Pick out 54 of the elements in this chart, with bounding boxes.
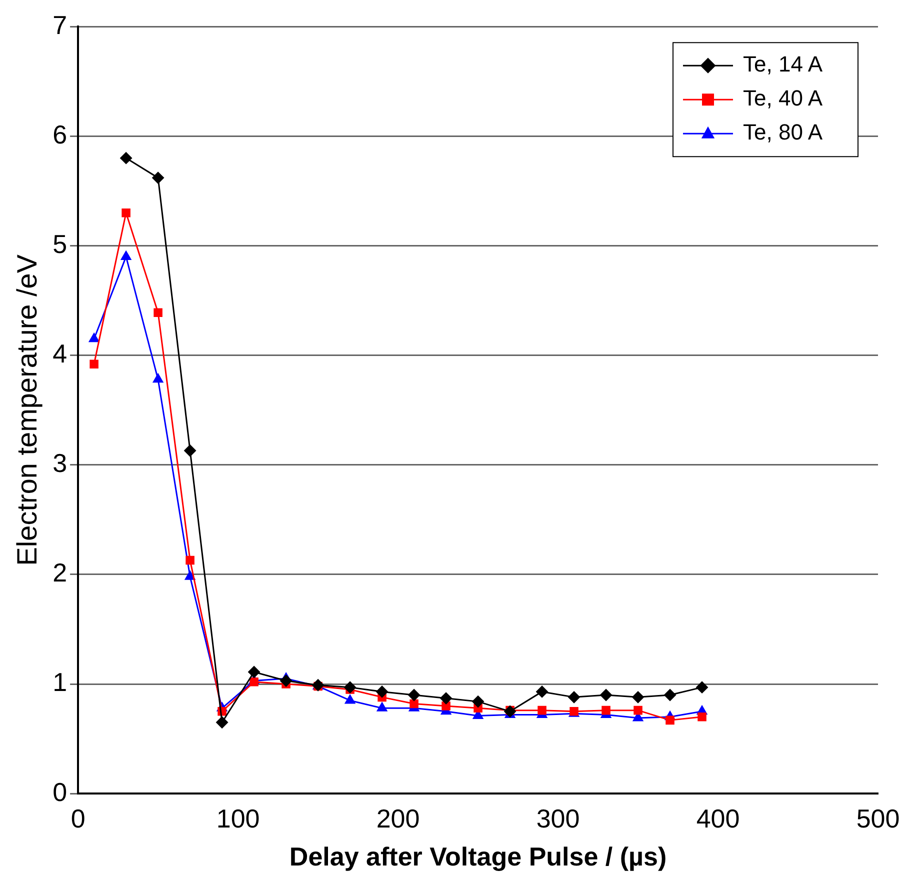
y-tick-label: 1	[52, 667, 68, 698]
point	[184, 570, 196, 580]
point	[90, 360, 98, 368]
point	[122, 208, 130, 218]
x-axis-title: Delay after Voltage Pulse / (µs)	[289, 842, 667, 872]
point	[666, 716, 674, 725]
x-tick-label: 100	[216, 803, 260, 834]
legend-label: Te, 80 A	[743, 120, 823, 145]
point	[600, 688, 612, 701]
y-tick-label: 0	[52, 776, 68, 807]
point	[410, 699, 418, 708]
point	[538, 706, 546, 715]
point	[632, 691, 644, 704]
y-tick-label: 5	[52, 228, 68, 259]
point	[280, 674, 292, 687]
point	[440, 692, 452, 704]
point	[536, 686, 548, 698]
legend-label: Te, 14 A	[743, 52, 823, 77]
point	[184, 444, 196, 457]
y-tick-label: 2	[52, 558, 68, 588]
point	[504, 705, 516, 718]
point	[664, 688, 676, 701]
point	[250, 677, 258, 686]
legend-label: Te, 40 A	[743, 86, 823, 111]
point	[154, 308, 162, 317]
y-tick-label: 3	[52, 448, 68, 478]
x-tick-label: 300	[536, 803, 580, 834]
y-tick-label: 6	[52, 119, 68, 150]
point	[442, 702, 450, 710]
x-tick-label: 200	[376, 803, 420, 834]
point	[696, 681, 708, 694]
point	[376, 702, 388, 712]
x-tick-label: 400	[696, 803, 740, 834]
point	[186, 556, 194, 565]
point	[698, 712, 706, 722]
point	[568, 691, 580, 704]
point	[344, 681, 356, 694]
point	[344, 694, 356, 704]
point	[602, 706, 610, 715]
x-tick-label: 500	[856, 803, 900, 834]
point	[248, 666, 260, 678]
point	[152, 172, 164, 184]
point	[216, 716, 228, 728]
y-tick-label: 7	[52, 10, 68, 40]
point	[472, 696, 484, 708]
point	[120, 250, 132, 260]
point	[408, 688, 420, 701]
point	[88, 332, 100, 342]
point	[634, 706, 642, 715]
y-tick-label: 4	[52, 338, 68, 368]
point	[376, 686, 388, 698]
y-axis-title: Electron temperature /eV	[12, 254, 43, 566]
point	[152, 373, 164, 383]
point	[120, 152, 132, 164]
